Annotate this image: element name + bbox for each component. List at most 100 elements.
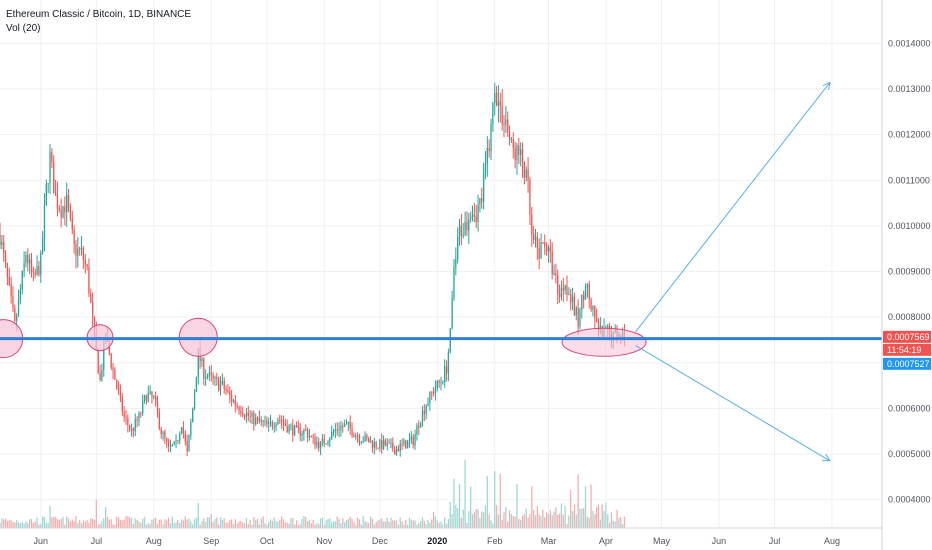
- candle-body: [273, 426, 275, 428]
- candle-body: [544, 242, 546, 247]
- volume-bar: [479, 517, 481, 528]
- candle-body: [1, 241, 3, 246]
- volume-bar: [47, 522, 49, 528]
- candle-body: [575, 307, 577, 316]
- volume-bar: [279, 520, 281, 528]
- volume-bar: [243, 523, 246, 528]
- volume-bar: [508, 510, 511, 528]
- volume-bar: [382, 521, 385, 528]
- candle-body: [82, 248, 85, 261]
- candle-body: [484, 163, 487, 175]
- candle-body: [79, 248, 81, 250]
- volume-bar: [95, 500, 98, 528]
- candle-body: [71, 218, 73, 230]
- candle-body: [119, 391, 122, 397]
- projection-arrows[interactable]: [635, 81, 831, 462]
- volume-bar: [236, 523, 238, 528]
- volume-bar: [242, 522, 244, 528]
- candle-body: [310, 436, 312, 438]
- candle-body: [501, 105, 503, 124]
- volume-bar: [182, 520, 185, 528]
- candle-body: [45, 183, 47, 206]
- volume-bar: [21, 521, 23, 528]
- candle-body: [418, 425, 420, 428]
- candle-body: [93, 316, 96, 331]
- volume-bar: [190, 521, 192, 528]
- last-price-tag-text: 0.0007569: [887, 332, 930, 342]
- volume-bar: [149, 523, 151, 528]
- candle-body: [347, 421, 350, 424]
- volume-bar: [0, 523, 1, 528]
- volume-bar: [392, 520, 394, 528]
- candle-body: [192, 408, 194, 422]
- candle-body: [479, 198, 481, 205]
- candle-body: [275, 424, 277, 427]
- candle-body: [210, 372, 212, 375]
- candle-body: [114, 370, 116, 380]
- candle-body: [242, 413, 244, 416]
- arrow-head-icon: [822, 459, 831, 462]
- volume-bar: [219, 517, 222, 528]
- volume-bar: [91, 518, 94, 528]
- volume-bar: [449, 502, 451, 528]
- candle-body: [64, 206, 66, 213]
- volume-bar: [164, 519, 166, 528]
- candle-body: [319, 441, 322, 449]
- candle-body: [58, 208, 60, 210]
- candle-body: [225, 388, 227, 391]
- volume-bar: [457, 508, 459, 528]
- candle-body: [436, 380, 438, 389]
- candle-body: [69, 208, 72, 219]
- candle-body: [414, 434, 416, 446]
- volume-bar: [345, 520, 348, 528]
- volume-bar: [51, 516, 53, 528]
- volume-bar: [206, 517, 209, 528]
- candle-body: [316, 442, 318, 446]
- candle-body: [512, 139, 514, 148]
- candle-body: [293, 425, 296, 435]
- candle-body: [473, 214, 476, 217]
- volume-bar: [188, 518, 190, 528]
- volume-bar: [338, 518, 340, 528]
- volume-bar: [290, 518, 292, 528]
- volume-bar: [318, 523, 320, 528]
- volume-bar: [514, 516, 516, 528]
- volume-bar: [618, 517, 620, 528]
- candle-body: [412, 436, 414, 446]
- candle-body: [366, 435, 368, 439]
- candle-body: [462, 234, 464, 236]
- volume-bar: [121, 520, 123, 528]
- volume-bar: [521, 515, 524, 528]
- candle-body: [56, 195, 59, 209]
- candle-body: [166, 438, 168, 442]
- volume-bar: [499, 474, 501, 528]
- candle-body: [523, 162, 526, 178]
- candle-body: [518, 145, 520, 156]
- volume-bar: [64, 524, 66, 528]
- volume-bar: [162, 524, 164, 528]
- volume-bar: [1, 518, 3, 528]
- volume-bar: [73, 521, 75, 528]
- candle-body: [164, 432, 166, 439]
- volume-bar: [266, 524, 268, 528]
- volume-bar: [205, 522, 207, 528]
- volume-bar: [597, 504, 600, 528]
- volume-bar: [566, 523, 568, 528]
- volume-bar: [501, 520, 503, 528]
- volume-bar: [529, 513, 531, 528]
- candle-body: [356, 435, 359, 437]
- candle-body: [382, 440, 385, 449]
- candle-body: [558, 293, 561, 297]
- volume-bar: [104, 507, 107, 528]
- volume-bar: [316, 523, 318, 528]
- candle-body: [284, 423, 287, 426]
- candle-body: [329, 438, 331, 442]
- candle-body: [205, 377, 207, 379]
- candle-body: [562, 287, 564, 291]
- volume-bar: [288, 523, 290, 528]
- candle-body: [6, 263, 9, 278]
- price-tags: 0.0007569 11:54:19 0.0007527: [883, 330, 931, 370]
- candle-body: [264, 420, 266, 422]
- candle-body: [349, 421, 351, 428]
